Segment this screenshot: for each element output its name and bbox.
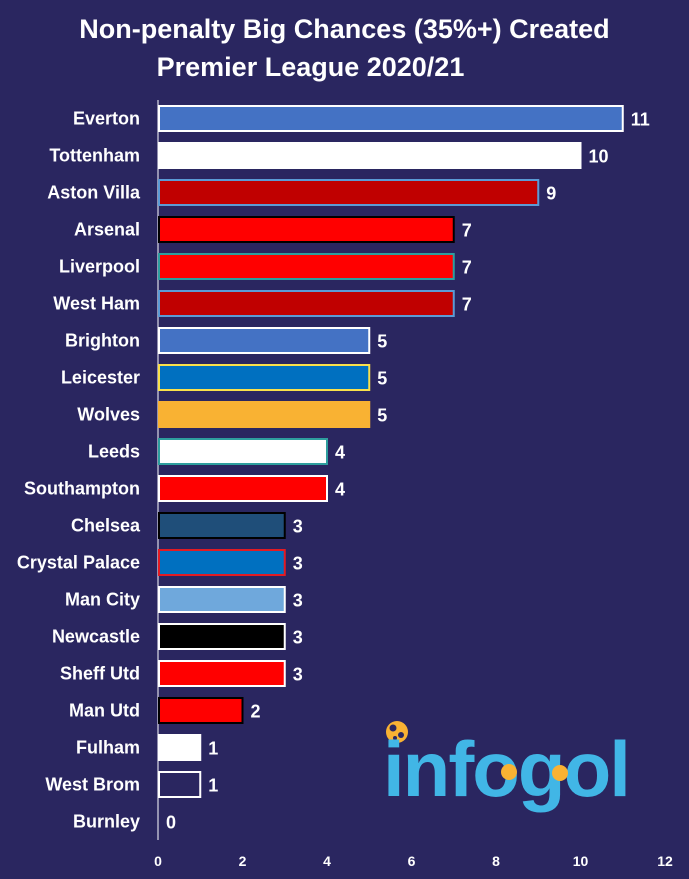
category-label-arsenal: Arsenal bbox=[74, 220, 140, 240]
value-label-everton: 11 bbox=[631, 110, 650, 130]
x-tick-10: 10 bbox=[573, 853, 589, 869]
category-label-leeds: Leeds bbox=[88, 442, 140, 462]
value-label-chelsea: 3 bbox=[293, 517, 303, 537]
category-label-tottenham: Tottenham bbox=[49, 146, 140, 166]
value-label-leeds: 4 bbox=[335, 443, 345, 463]
value-label-newcastle: 3 bbox=[293, 628, 303, 648]
value-label-west-brom: 1 bbox=[208, 776, 218, 796]
bar-chelsea bbox=[158, 512, 286, 539]
bar-leicester bbox=[158, 364, 371, 391]
value-label-leicester: 5 bbox=[377, 369, 387, 389]
bars-group bbox=[158, 105, 624, 798]
category-label-aston-villa: Aston Villa bbox=[47, 183, 141, 203]
value-label-man-utd: 2 bbox=[251, 702, 261, 722]
category-label-brighton: Brighton bbox=[65, 331, 140, 351]
bar-west-ham bbox=[158, 290, 455, 317]
bar-crystal-palace bbox=[158, 549, 286, 576]
category-labels: Everton Tottenham Aston Villa Arsenal Liverp… bbox=[17, 109, 141, 832]
x-axis-ticks: 0 2 4 6 8 10 12 bbox=[154, 853, 673, 869]
bar-wolves bbox=[158, 401, 371, 428]
value-label-brighton: 5 bbox=[377, 332, 387, 352]
category-label-wolves: Wolves bbox=[77, 405, 140, 425]
bar-man-city bbox=[158, 586, 286, 613]
category-label-sheff-utd: Sheff Utd bbox=[60, 664, 140, 684]
bar-sheff-utd bbox=[158, 660, 286, 687]
x-tick-2: 2 bbox=[239, 853, 247, 869]
value-label-aston-villa: 9 bbox=[546, 184, 556, 204]
bar-man-utd bbox=[158, 697, 244, 724]
value-label-burnley: 0 bbox=[166, 813, 176, 833]
value-label-sheff-utd: 3 bbox=[293, 665, 303, 685]
chart-subtitle: Premier League 2020/21 bbox=[156, 52, 465, 82]
category-label-liverpool: Liverpool bbox=[59, 257, 140, 277]
value-label-arsenal: 7 bbox=[462, 221, 472, 241]
value-label-fulham: 1 bbox=[208, 739, 218, 759]
bar-everton bbox=[158, 105, 624, 132]
category-label-west-ham: West Ham bbox=[53, 294, 140, 314]
bar-liverpool bbox=[158, 253, 455, 280]
category-label-newcastle: Newcastle bbox=[52, 627, 140, 647]
value-label-liverpool: 7 bbox=[462, 258, 472, 278]
bar-arsenal bbox=[158, 216, 455, 243]
x-tick-0: 0 bbox=[154, 853, 162, 869]
category-label-chelsea: Chelsea bbox=[71, 516, 141, 536]
value-label-southampton: 4 bbox=[335, 480, 345, 500]
value-label-wolves: 5 bbox=[377, 406, 387, 426]
value-label-west-ham: 7 bbox=[462, 295, 472, 315]
category-label-crystal-palace: Crystal Palace bbox=[17, 553, 140, 573]
chart-title: Non-penalty Big Chances (35%+) Created bbox=[79, 14, 610, 44]
category-label-west-brom: West Brom bbox=[45, 775, 140, 795]
bar-west-brom bbox=[158, 771, 202, 798]
bar-fulham bbox=[158, 734, 202, 761]
bar-newcastle bbox=[158, 623, 286, 650]
x-tick-6: 6 bbox=[408, 853, 416, 869]
value-label-tottenham: 10 bbox=[589, 147, 609, 167]
category-label-man-city: Man City bbox=[65, 590, 140, 610]
value-label-crystal-palace: 3 bbox=[293, 554, 303, 574]
value-label-man-city: 3 bbox=[293, 591, 303, 611]
bar-southampton bbox=[158, 475, 328, 502]
bar-leeds bbox=[158, 438, 328, 465]
bar-aston-villa bbox=[158, 179, 540, 206]
category-label-everton: Everton bbox=[73, 109, 140, 129]
x-tick-4: 4 bbox=[323, 853, 331, 869]
category-label-burnley: Burnley bbox=[73, 812, 140, 832]
category-label-leicester: Leicester bbox=[61, 368, 140, 388]
x-tick-12: 12 bbox=[657, 853, 673, 869]
x-tick-8: 8 bbox=[492, 853, 500, 869]
infogol-logo: infogol bbox=[383, 721, 631, 813]
category-label-southampton: Southampton bbox=[24, 479, 140, 499]
bar-brighton bbox=[158, 327, 371, 354]
category-label-man-utd: Man Utd bbox=[69, 701, 140, 721]
bar-tottenham bbox=[158, 142, 582, 169]
category-label-fulham: Fulham bbox=[76, 738, 140, 758]
